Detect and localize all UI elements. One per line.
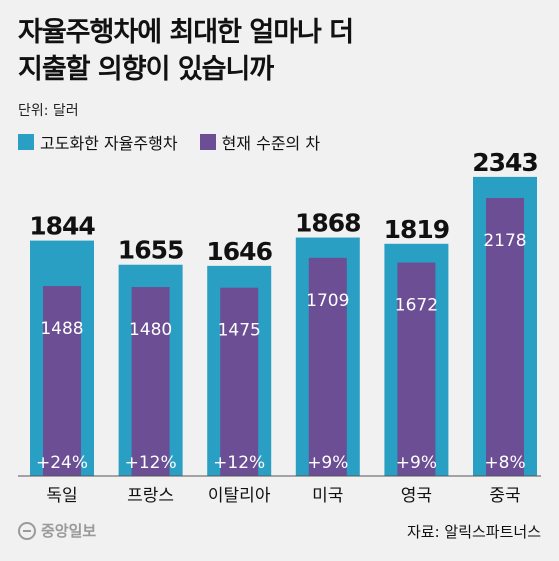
- category-label: 독일: [46, 486, 77, 506]
- value-label-advanced: 1655: [118, 236, 184, 265]
- pct-label: +12%: [213, 453, 265, 473]
- value-label-current: 1709: [306, 291, 349, 311]
- value-label-current: 1488: [40, 319, 83, 339]
- legend-item-current: 현재 수준의 차: [199, 130, 321, 154]
- value-label-current: 1672: [395, 296, 438, 316]
- bar-current: [486, 197, 524, 476]
- value-label-current: 2178: [483, 231, 526, 251]
- category-label: 이탈리아: [208, 486, 271, 506]
- category-label: 영국: [401, 486, 432, 506]
- publisher-logo-text: 중앙일보: [41, 522, 97, 540]
- bar-current: [397, 262, 436, 476]
- unit-label: 단위: 달러: [18, 103, 79, 119]
- legend: 고도화한 자율주행차 현재 수준의 차: [18, 130, 342, 154]
- value-label-current: 1480: [129, 320, 172, 340]
- value-label-advanced: 1844: [29, 212, 95, 241]
- pct-label: +8%: [484, 453, 525, 473]
- value-label-advanced: 2343: [472, 148, 538, 177]
- value-label-current: 1475: [218, 321, 261, 341]
- publisher-logo: 중앙일보: [18, 520, 96, 541]
- pct-label: +24%: [36, 453, 88, 473]
- category-label: 미국: [312, 486, 343, 506]
- value-label-advanced: 1819: [384, 215, 450, 244]
- legend-label-advanced: 고도화한 자율주행차: [40, 134, 178, 153]
- bar-current: [43, 286, 81, 476]
- value-label-advanced: 1646: [206, 237, 272, 266]
- value-label-advanced: 1868: [295, 209, 361, 238]
- logo-mark-icon: [18, 521, 36, 540]
- pct-label: +12%: [125, 453, 177, 473]
- legend-item-advanced: 고도화한 자율주행차: [18, 130, 178, 154]
- legend-label-current: 현재 수준의 차: [221, 134, 321, 153]
- title-line-1: 자율주행차에 최대한 얼마나 더: [18, 17, 354, 48]
- pct-label: +9%: [307, 453, 348, 473]
- category-label: 중국: [489, 486, 520, 506]
- category-label: 프랑스: [127, 486, 174, 506]
- bar-current: [308, 257, 347, 476]
- title-line-2: 지출할 의향이 있습니까: [18, 54, 274, 85]
- legend-swatch-advanced: [18, 134, 34, 150]
- source-note: 자료: 알릭스파트너스: [406, 523, 541, 541]
- chart-title: 자율주행차에 최대한 얼마나 더 지출할 의향이 있습니까: [18, 14, 538, 88]
- bar-current: [220, 287, 259, 476]
- bar-current: [131, 287, 170, 476]
- legend-swatch-current: [199, 134, 216, 150]
- pct-label: +9%: [396, 453, 437, 473]
